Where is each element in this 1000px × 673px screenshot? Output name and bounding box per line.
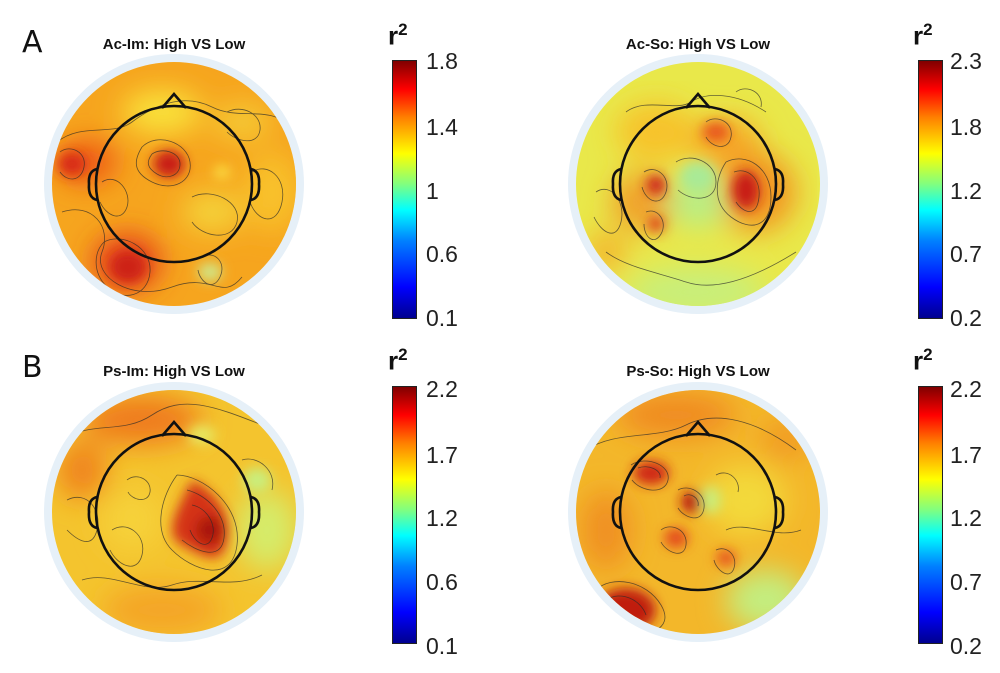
colorbar-title-ac-im: r2 [388,20,408,52]
colorbar-title-ps-so: r2 [913,345,933,377]
colorbar-tick: 2.2 [950,376,982,402]
colorbar-label: r [913,20,924,51]
colorbar-ps-so [918,386,943,644]
colorbar-tick: 0.7 [950,569,982,595]
colorbar-tick: 2.2 [426,376,458,402]
colorbar-ac-so [918,60,943,319]
panel-label-a: A [22,25,43,60]
colorbar-title-ps-im: r2 [388,345,408,377]
topomap-ps-so [568,382,828,642]
colorbar-ps-im [392,386,417,644]
colorbar-tick: 0.6 [426,569,458,595]
colorbar-tick: 1.8 [426,48,458,74]
colorbar-tick: 1.2 [426,505,458,531]
colorbar-ac-im [392,60,417,319]
topomap-ac-so [568,54,828,314]
map-title-ac-so: Ac-So: High VS Low [625,36,771,53]
topomap-ps-im [44,382,304,642]
colorbar-tick: 1.7 [426,442,458,468]
colorbar-exponent: 2 [398,20,408,39]
colorbar-tick: 0.6 [426,241,458,267]
colorbar-tick: 0.2 [950,633,982,659]
colorbar-title-ac-so: r2 [913,20,933,52]
map-title-ps-so: Ps-So: High VS Low [626,363,770,380]
colorbar-tick: 1 [426,178,439,204]
colorbar-tick: 1.2 [950,178,982,204]
map-title-ps-im: Ps-Im: High VS Low [103,363,245,380]
colorbar-label: r [388,345,399,376]
colorbar-tick: 1.2 [950,505,982,531]
colorbar-tick: 1.7 [950,442,982,468]
topomap-ac-im [44,54,304,314]
colorbar-tick: 0.2 [950,305,982,331]
map-title-ac-im: Ac-Im: High VS Low [102,36,246,53]
colorbar-tick: 2.3 [950,48,982,74]
panel-label-b: B [22,350,43,385]
colorbar-tick: 0.7 [950,241,982,267]
colorbar-tick: 0.1 [426,633,458,659]
colorbar-tick: 1.8 [950,114,982,140]
colorbar-tick: 1.4 [426,114,458,140]
colorbar-label: r [388,20,399,51]
colorbar-label: r [913,345,924,376]
colorbar-tick: 0.1 [426,305,458,331]
colorbar-exponent: 2 [923,345,933,364]
colorbar-exponent: 2 [923,20,933,39]
colorbar-exponent: 2 [398,345,408,364]
